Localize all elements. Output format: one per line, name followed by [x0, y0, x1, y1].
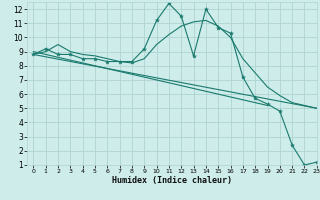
X-axis label: Humidex (Indice chaleur): Humidex (Indice chaleur): [112, 176, 232, 185]
